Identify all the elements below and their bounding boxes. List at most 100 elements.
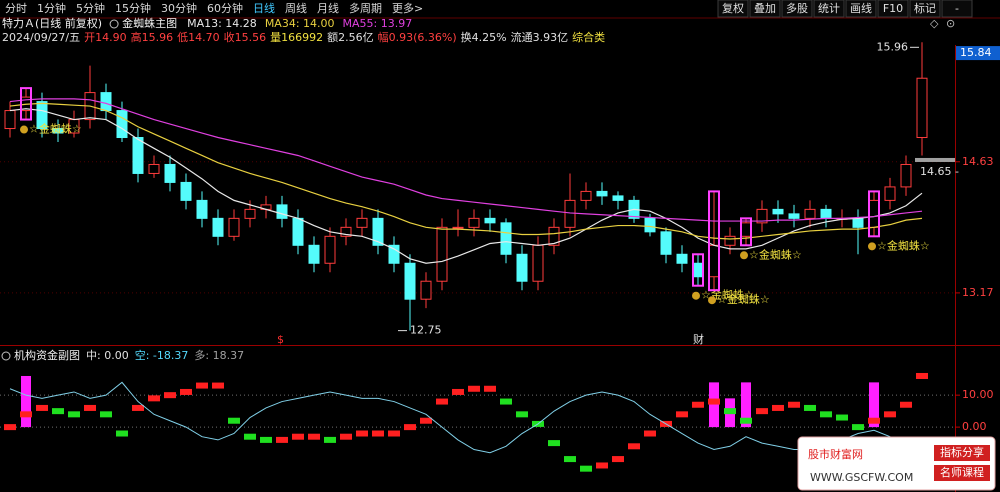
tab[interactable]: 60分钟 xyxy=(207,1,243,15)
toolbar-button-label[interactable]: 复权 xyxy=(722,1,744,15)
signal-label: ☆金蜘蛛☆ xyxy=(749,247,802,261)
flow-block xyxy=(212,382,224,389)
flow-block xyxy=(548,440,560,447)
quote-info: 额2.56亿 xyxy=(327,31,374,44)
flow-block xyxy=(436,398,448,405)
toolbar-button[interactable] xyxy=(941,0,973,18)
toolbar-button[interactable] xyxy=(909,0,941,18)
tab[interactable]: 分时 xyxy=(5,2,27,15)
watermark-tag-box xyxy=(934,465,990,481)
panel-info: 多: 18.37 xyxy=(194,348,244,362)
icon-settings[interactable]: ⊙ xyxy=(946,17,955,30)
signal-label: ☆金蜘蛛☆ xyxy=(29,122,82,136)
flow-block xyxy=(116,430,128,437)
toolbar-button-label[interactable]: - xyxy=(955,2,959,15)
flow-block xyxy=(180,388,192,395)
signal-icon xyxy=(708,296,716,305)
candle-body xyxy=(532,244,544,282)
flow-block xyxy=(308,433,320,440)
candle-body xyxy=(756,208,768,224)
candle-body xyxy=(36,101,48,130)
flow-block xyxy=(52,408,64,415)
flow-block xyxy=(868,417,880,424)
legend-entry: MA13: 14.28 xyxy=(187,17,257,30)
icon-diamond[interactable]: ◇ xyxy=(930,17,939,30)
extreme-label: 12.75 xyxy=(410,324,442,337)
y-tick-label: 14.63 xyxy=(962,155,994,168)
quote-info: 流通3.93亿 xyxy=(511,30,569,44)
signal-icon xyxy=(868,242,876,251)
toolbar-button-label[interactable]: F10 xyxy=(883,2,903,15)
toolbar-button[interactable] xyxy=(877,0,909,18)
signal-bar xyxy=(21,375,31,428)
toolbar-button-label[interactable]: 统计 xyxy=(818,2,840,15)
signal-highlight xyxy=(708,190,720,292)
candle-body xyxy=(4,110,16,130)
tab[interactable]: 更多> xyxy=(392,1,423,15)
ma-line xyxy=(9,102,923,240)
candle-body xyxy=(612,195,624,201)
flow-block xyxy=(484,385,496,392)
candle-body xyxy=(644,217,656,233)
candle-body xyxy=(244,208,256,219)
signal-highlight xyxy=(868,190,880,238)
candle-body xyxy=(228,217,240,237)
signal-highlight xyxy=(20,87,32,121)
signal-icon xyxy=(740,251,748,260)
signal-label: ☆金蜘蛛☆ xyxy=(717,292,770,306)
price-marker xyxy=(915,157,955,162)
quote-info: 2024/09/27/五 xyxy=(2,31,80,44)
flow-block xyxy=(820,411,832,418)
toolbar-button-label[interactable]: 标记 xyxy=(914,1,936,15)
candle-body xyxy=(180,181,192,201)
indicator-icon xyxy=(109,19,119,29)
flow-block xyxy=(276,436,288,443)
flow-block xyxy=(452,388,464,395)
flow-block xyxy=(132,404,144,411)
flow-block xyxy=(500,398,512,405)
toolbar-button-label[interactable]: 叠加 xyxy=(754,2,776,15)
toolbar-button[interactable] xyxy=(749,0,781,18)
tab[interactable]: 15分钟 xyxy=(115,1,151,15)
signal-icon xyxy=(20,125,28,134)
event-marker: $ xyxy=(277,333,284,346)
flow-block xyxy=(596,462,608,469)
quote-info: 开14.90 xyxy=(84,31,127,44)
tab[interactable]: 5分钟 xyxy=(76,1,105,15)
candle-body xyxy=(852,217,864,228)
toolbar-button-label[interactable]: 多股 xyxy=(786,1,808,15)
candle-body xyxy=(324,235,336,264)
panel-info: 空: -18.37 xyxy=(135,348,189,362)
quote-info: 收15.56 xyxy=(224,30,267,44)
signal-icon xyxy=(692,291,700,300)
tab[interactable]: 周线 xyxy=(285,1,307,15)
price-tag-box xyxy=(956,46,1000,61)
tab[interactable]: 多周期 xyxy=(349,1,382,15)
extreme-label: 15.96 xyxy=(877,40,909,53)
toolbar-button-label[interactable]: 画线 xyxy=(850,1,872,15)
y-tick-label: 10.00 xyxy=(962,388,994,401)
tab[interactable]: 1分钟 xyxy=(37,1,66,15)
signal-bar xyxy=(709,382,719,428)
ma-line xyxy=(9,108,923,264)
tab[interactable]: 日线 xyxy=(253,1,275,15)
candle-body xyxy=(212,217,224,237)
toolbar-button[interactable] xyxy=(813,0,845,18)
flow-block xyxy=(244,433,256,440)
signal-highlight xyxy=(692,253,704,287)
tab[interactable]: 月线 xyxy=(317,1,339,15)
quote-info: 换4.25% xyxy=(461,30,507,44)
flow-block xyxy=(612,456,624,463)
signal-label: ☆金蜘蛛☆ xyxy=(877,238,930,252)
flow-block xyxy=(228,417,240,424)
tab[interactable]: 30分钟 xyxy=(161,1,197,15)
toolbar-button[interactable] xyxy=(781,0,813,18)
candle-body xyxy=(788,213,800,219)
candle-body xyxy=(868,199,880,228)
toolbar-button[interactable] xyxy=(845,0,877,18)
toolbar-button[interactable] xyxy=(717,0,749,18)
flow-block xyxy=(164,392,176,399)
watermark-url: WWW.GSCFW.COM xyxy=(810,471,913,484)
